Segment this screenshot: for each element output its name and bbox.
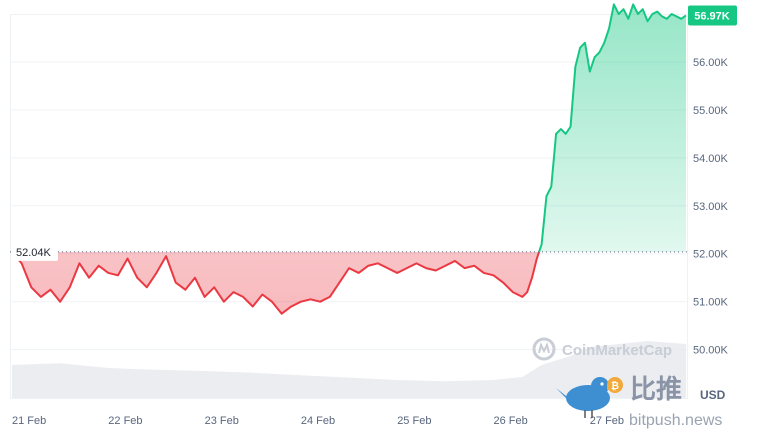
price-line [11, 3, 687, 315]
bitpush-chinese-wordmark: 比推 [630, 375, 682, 405]
svg-text:₿: ₿ [611, 380, 619, 392]
price-area-down [12, 251, 686, 314]
volume-area-shape [12, 341, 687, 398]
x-tick-label: 23 Feb [205, 415, 239, 427]
x-tick-label: 25 Feb [397, 415, 431, 427]
current-price-label: 56.97K [694, 10, 730, 22]
y-axis: 50.00K 51.00K 52.00K 53.00K 54.00K 55.00K 56.0… [693, 57, 729, 357]
y-tick-label: 51.00K [693, 297, 729, 309]
x-tick-label: 21 Feb [12, 415, 46, 427]
x-tick-label: 27 Feb [590, 415, 624, 427]
price-line-up [12, 3, 687, 252]
bitpush-watermark: ₿ 比推 bitpush.news [556, 375, 722, 429]
y-tick-label: 50.00K [693, 345, 729, 357]
x-tick-label: 26 Feb [494, 415, 528, 427]
y-tick-label: 53.00K [693, 201, 729, 213]
x-tick-label: 22 Feb [108, 415, 142, 427]
reference-price-label: 52.04K [16, 247, 52, 259]
y-tick-label: 55.00K [693, 105, 729, 117]
volume-area [12, 341, 687, 398]
y-tick-label: 54.00K [693, 153, 729, 165]
reference-price-badge: 52.04K [11, 243, 58, 261]
plot-frame [10, 14, 688, 399]
bitpush-url-wordmark: bitpush.news [629, 412, 722, 429]
bitcoin-coin-icon: ₿ [607, 377, 623, 393]
coinmarketcap-watermark: CoinMarketCap [532, 337, 672, 361]
current-price-badge: 56.97K [688, 5, 737, 26]
coinmarketcap-wordmark: CoinMarketCap [562, 342, 672, 359]
coinmarketcap-logo-icon [532, 337, 556, 361]
y-tick-label: 52.00K [693, 249, 729, 261]
x-axis: 21 Feb 22 Feb 23 Feb 24 Feb 25 Feb 26 Feb 27 F… [12, 415, 624, 427]
x-tick-label: 24 Feb [301, 415, 335, 427]
y-tick-label: 56.00K [693, 57, 729, 69]
currency-unit: USD [700, 388, 726, 402]
price-line-down [11, 251, 541, 315]
